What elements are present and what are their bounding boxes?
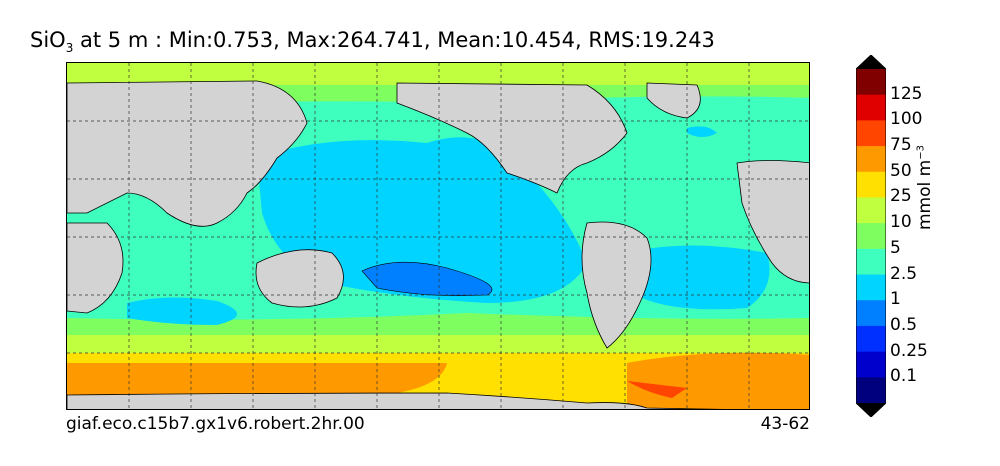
weddell-75-patch [627, 381, 687, 398]
colorbar [856, 55, 886, 417]
colorbar-tick-label: 50 [890, 160, 912, 181]
colorbar-extend-max [856, 55, 886, 69]
australia [255, 249, 344, 308]
colorbar-cell [856, 300, 886, 327]
indian-low [127, 297, 237, 325]
south-atlantic-low [627, 245, 770, 310]
ocean-field-map [67, 63, 809, 409]
map-title: SiO3 at 5 m : Min:0.753, Max:264.741, Me… [30, 28, 715, 55]
colorbar-tick-label: 0.1 [890, 366, 918, 387]
antarctica [67, 392, 724, 409]
africa-west [736, 160, 809, 284]
arctic-band [67, 63, 809, 85]
south-pacific-0p5 [361, 261, 493, 296]
colorbar-units: mmol m−3 [915, 145, 935, 230]
colorbar-tick-label: 0.5 [890, 314, 918, 335]
colorbar-cell [856, 325, 886, 353]
continents [67, 80, 809, 409]
title-subscript: 3 [65, 41, 74, 56]
south-america [581, 221, 652, 349]
colorbar-cell [856, 197, 886, 224]
colorbar-cell [856, 248, 886, 276]
colorbar-cell [856, 223, 886, 250]
colorbar-tick-label: 5 [890, 237, 901, 258]
graticule [67, 63, 809, 409]
colorbar-cell [856, 69, 886, 96]
colorbar-cell [856, 94, 886, 121]
title-variable: SiO [30, 28, 66, 52]
run-name: giaf.eco.c15b7.gx1v6.robert.2hr.00 [66, 414, 365, 434]
north-atlantic-band [537, 171, 710, 218]
colorbar-cell [856, 351, 886, 378]
colorbar-tick-label: 100 [890, 109, 923, 130]
atlantic-small-low [687, 126, 717, 137]
title-stats: at 5 m : Min:0.753, Max:264.741, Mean:10… [73, 28, 715, 52]
eurasia [67, 80, 308, 227]
africa-east [67, 222, 124, 314]
colorbar-extend-min [856, 403, 886, 417]
colorbar-tick-label: 0.25 [890, 340, 928, 361]
units-text: mmol m [915, 159, 935, 230]
year-range: 43-62 [760, 414, 810, 434]
north-america [396, 82, 628, 194]
units-exponent: −3 [915, 145, 927, 160]
colorbar-cell [856, 377, 886, 404]
colorbar-tick-label: 125 [890, 83, 923, 104]
colorbar-cell [856, 171, 886, 198]
colorbar-cell [856, 146, 886, 173]
colorbar-tick-label: 1 [890, 289, 901, 310]
southern-50-band-west [67, 363, 447, 395]
colorbar-tick-label: 10 [890, 212, 912, 233]
map-panel [66, 62, 810, 410]
colorbar-cell [856, 274, 886, 301]
colorbar-tick-label: 2.5 [890, 263, 918, 284]
southern-50-band-east [627, 352, 809, 409]
colorbar-tick-label: 25 [890, 186, 912, 207]
colorbar-tick-label: 75 [890, 135, 912, 156]
colorbar-cell [856, 120, 886, 147]
